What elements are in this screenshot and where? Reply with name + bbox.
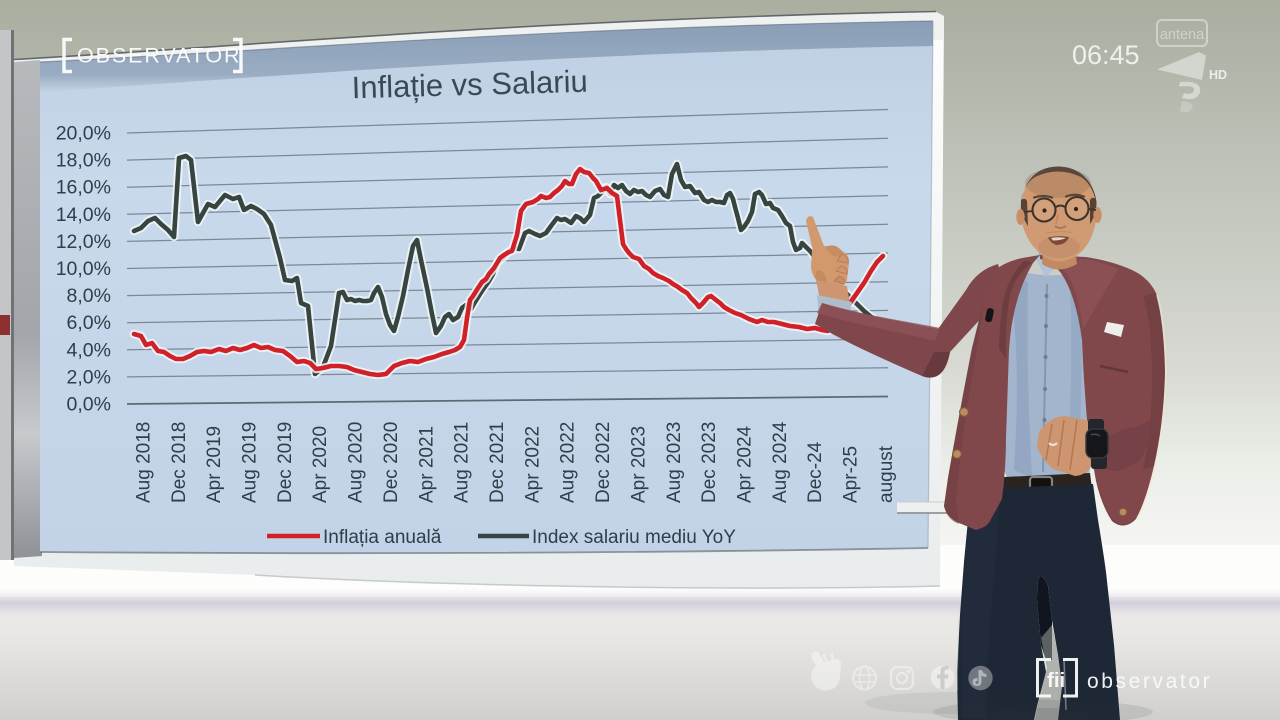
svg-text:Apr-25: Apr-25 <box>841 446 862 503</box>
svg-text:august: august <box>876 445 897 503</box>
svg-text:Aug 2021: Aug 2021 <box>452 422 473 503</box>
svg-text:Apr 2021: Apr 2021 <box>416 426 437 503</box>
svg-text:Dec 2022: Dec 2022 <box>593 422 614 503</box>
svg-text:Dec-24: Dec-24 <box>805 441 826 503</box>
svg-text:18,0%: 18,0% <box>56 150 111 172</box>
svg-text:6,0%: 6,0% <box>67 312 111 334</box>
svg-text:Aug 2018: Aug 2018 <box>134 422 155 503</box>
svg-text:Index salariu mediu YoY: Index salariu mediu YoY <box>532 527 736 548</box>
svg-text:Aug 2024: Aug 2024 <box>770 421 791 503</box>
svg-text:Dec 2020: Dec 2020 <box>381 422 402 503</box>
svg-text:10,0%: 10,0% <box>56 258 111 280</box>
svg-text:06:45: 06:45 <box>1072 40 1140 70</box>
svg-text:observator: observator <box>1087 670 1212 693</box>
svg-text:2,0%: 2,0% <box>67 366 111 388</box>
svg-text:Aug 2022: Aug 2022 <box>558 422 579 503</box>
svg-text:12,0%: 12,0% <box>56 231 111 253</box>
svg-text:Apr 2022: Apr 2022 <box>522 426 543 503</box>
svg-text:Dec 2019: Dec 2019 <box>275 422 296 503</box>
svg-text:16,0%: 16,0% <box>56 177 111 199</box>
svg-text:Aug 2019: Aug 2019 <box>240 422 261 503</box>
svg-text:Dec 2018: Dec 2018 <box>169 422 190 503</box>
svg-text:Inflația anuală: Inflația anuală <box>323 527 442 548</box>
svg-text:Aug 2020: Aug 2020 <box>346 422 367 503</box>
svg-text:Dec 2021: Dec 2021 <box>487 422 508 503</box>
svg-text:Aug 2023: Aug 2023 <box>664 422 685 503</box>
svg-text:Apr 2019: Apr 2019 <box>204 426 225 503</box>
svg-text:Apr 2020: Apr 2020 <box>310 426 331 503</box>
svg-text:OBSERVATOR: OBSERVATOR <box>77 44 241 68</box>
svg-text:8,0%: 8,0% <box>67 285 111 307</box>
svg-text:Apr 2023: Apr 2023 <box>628 426 649 503</box>
svg-text:Dec 2023: Dec 2023 <box>699 422 720 503</box>
svg-text:antena: antena <box>1160 27 1205 43</box>
svg-text:14,0%: 14,0% <box>56 204 111 226</box>
svg-text:HD: HD <box>1209 68 1227 82</box>
svg-text:Inflație vs Salariu: Inflație vs Salariu <box>351 64 588 106</box>
svg-text:fii: fii <box>1047 669 1065 692</box>
svg-text:0,0%: 0,0% <box>67 394 111 416</box>
svg-text:Apr 2024: Apr 2024 <box>735 425 756 503</box>
svg-text:4,0%: 4,0% <box>67 339 111 361</box>
svg-text:20,0%: 20,0% <box>56 123 111 145</box>
